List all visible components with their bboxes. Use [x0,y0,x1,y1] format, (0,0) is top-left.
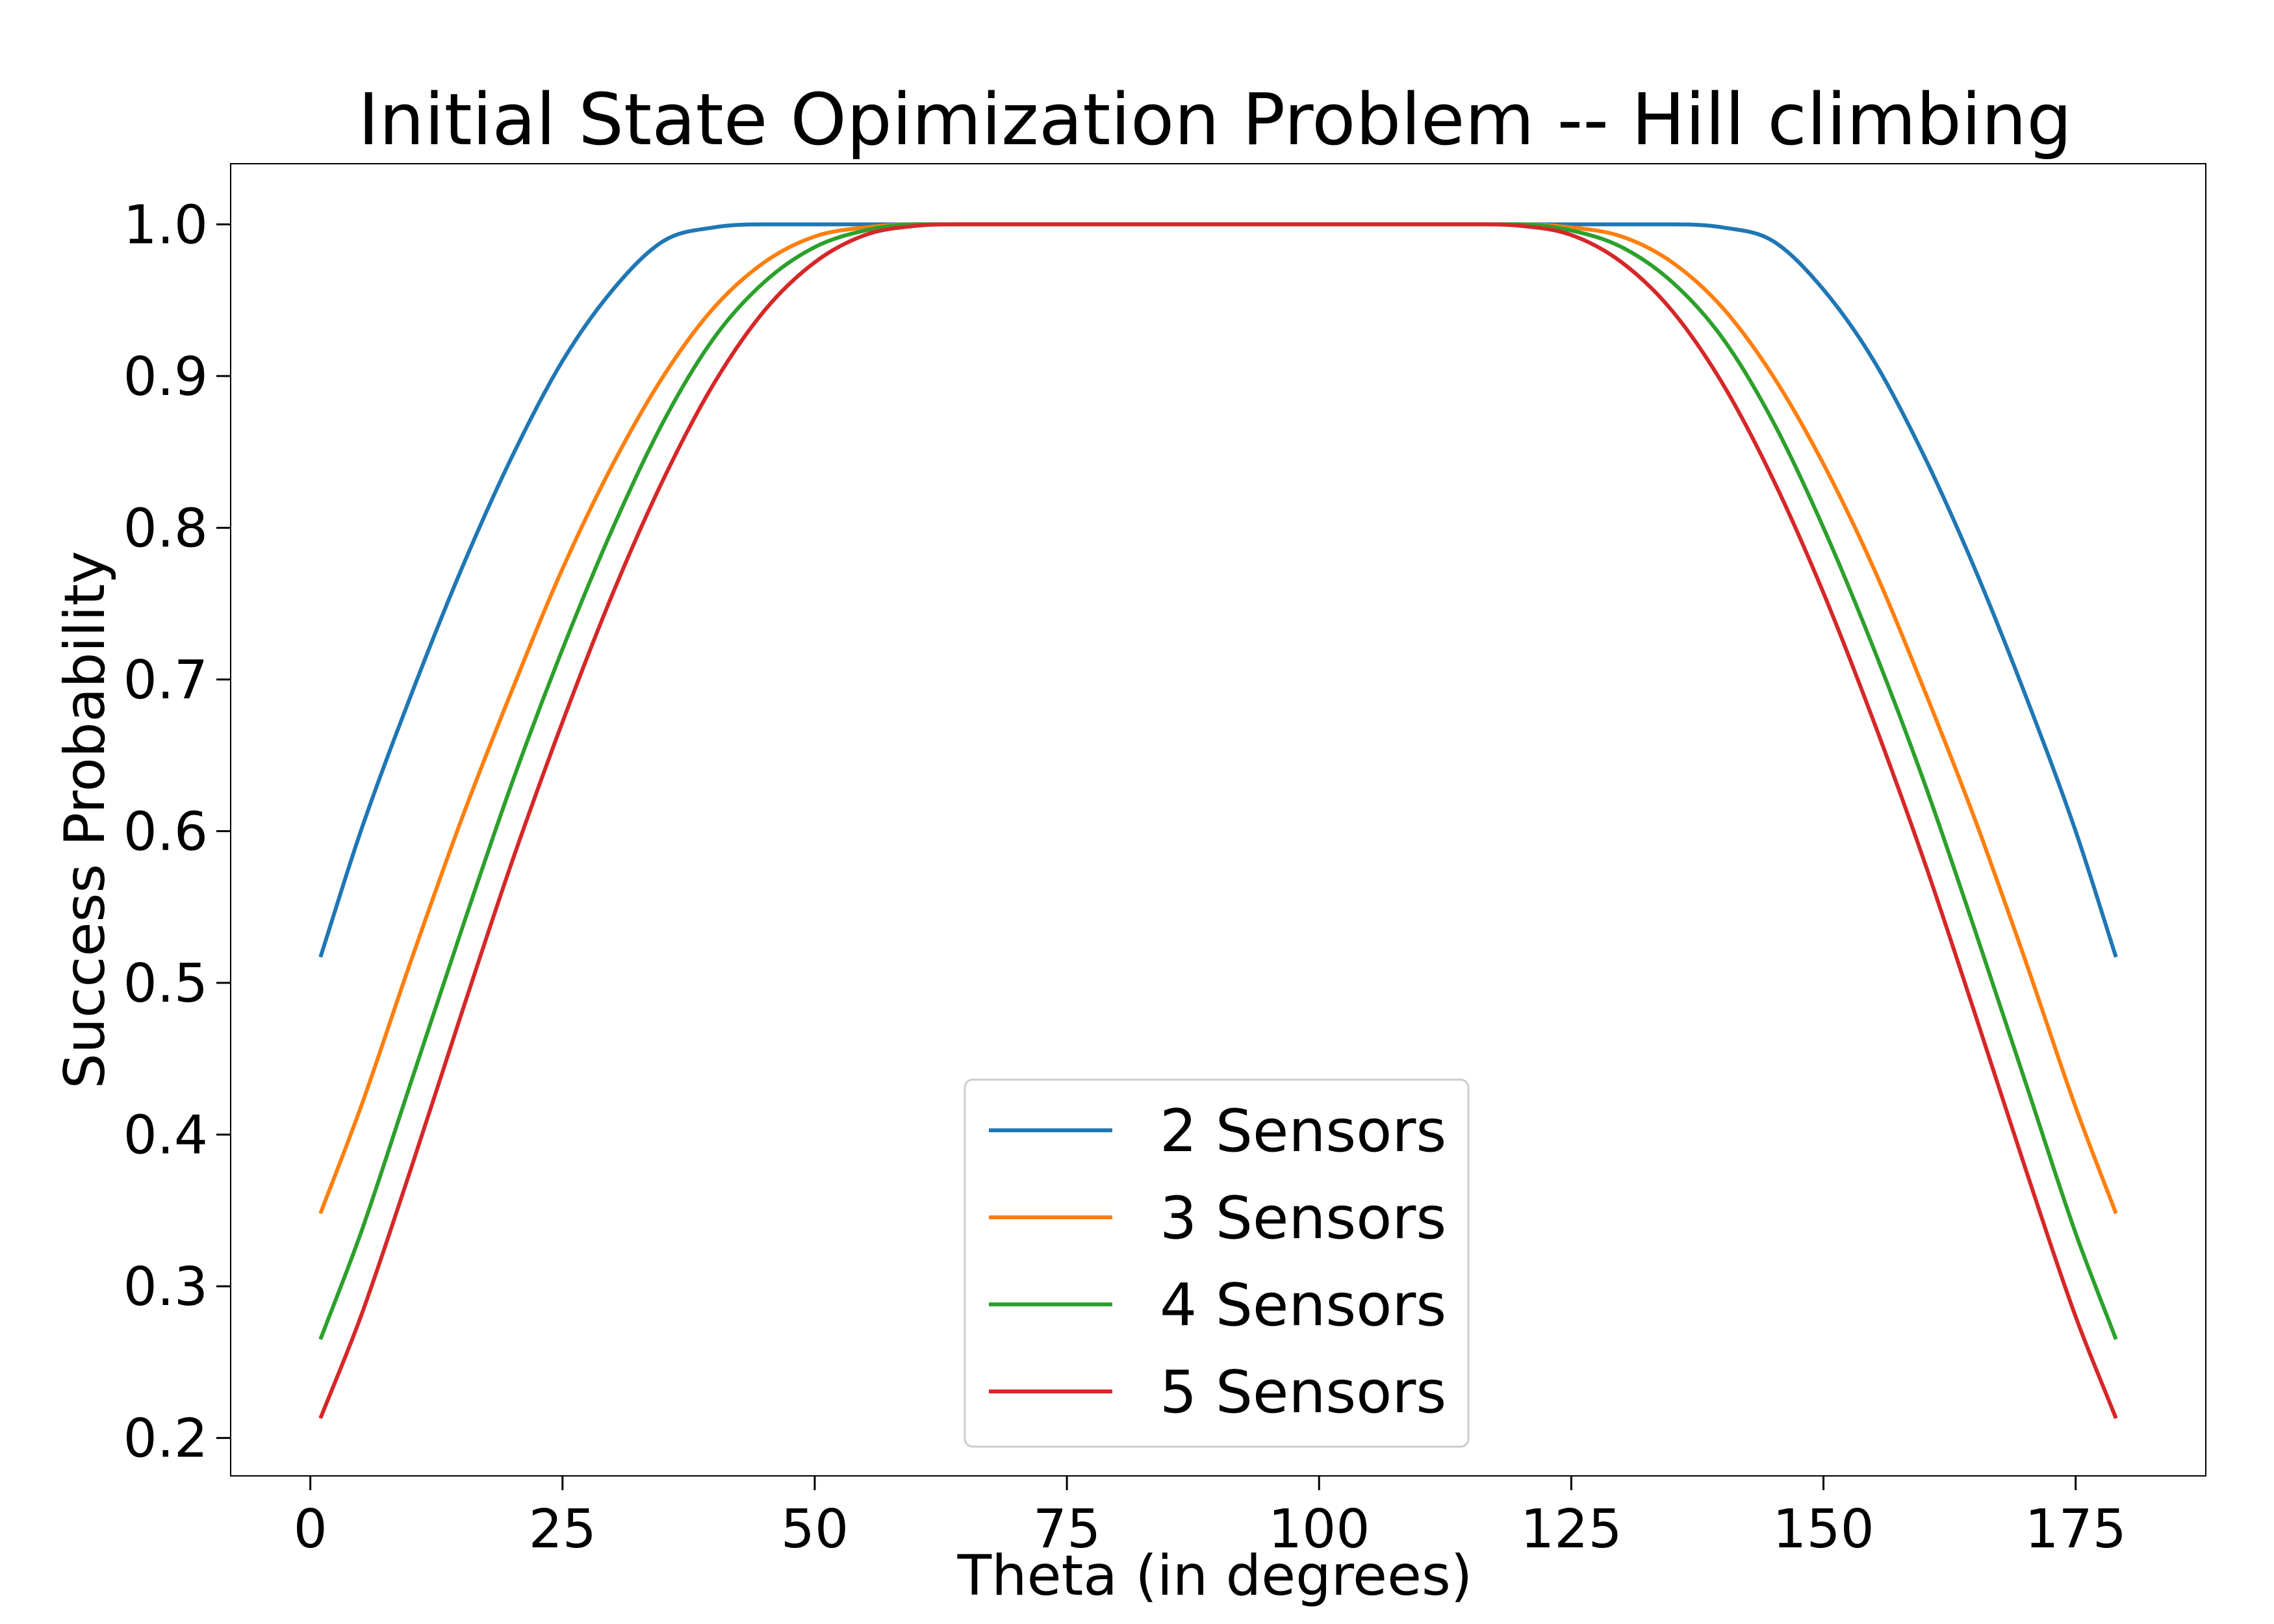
series-lines [318,222,2118,1419]
y-tick-label: 0.6 [123,802,208,863]
y-tick-label: 0.7 [123,650,208,711]
x-tick-label: 150 [1772,1499,1874,1560]
x-tick-label: 75 [1033,1499,1101,1560]
y-tick-label: 0.4 [123,1105,208,1167]
legend-label-5-sensors: 5 Sensors [1160,1358,1446,1427]
legend-frame [964,1078,1470,1448]
x-tick-label: 100 [1268,1499,1370,1560]
plot-frame [230,163,2206,1477]
y-tick-label: 0.5 [123,953,208,1015]
y-tick-label: 0.2 [123,1408,208,1470]
y-axis: 0.2 0.3 0.4 0.5 0.6 0.7 0.8 0.9 1.0 [123,194,231,1470]
x-axis-label: Theta (in degrees) [957,1543,1473,1608]
legend-label-2-sensors: 2 Sensors [1160,1097,1446,1165]
legend-label-4-sensors: 4 Sensors [1160,1271,1446,1339]
plot-area [230,163,2206,1477]
x-tick-label: 25 [529,1499,596,1560]
y-tick-label: 0.3 [123,1256,208,1318]
legend: 2 Sensors 3 Sensors 4 Sensors 5 Sensors [964,1078,1470,1448]
chart-title: Initial State Opimization Problem -- Hil… [358,78,2072,161]
series-line-3-sensors [318,222,2118,1215]
x-tick-label: 125 [1520,1499,1622,1560]
x-tick-label: 50 [781,1499,849,1560]
series-line-5-sensors [318,222,2118,1419]
x-tick-label: 0 [294,1499,327,1560]
x-axis: 0 25 50 75 100 125 150 175 [294,1476,2127,1560]
series-line-2-sensors [318,222,2118,958]
legend-label-3-sensors: 3 Sensors [1160,1184,1446,1252]
y-tick-label: 0.8 [123,498,208,559]
x-tick-label: 175 [2025,1499,2127,1560]
y-axis-label: Success Probability [53,551,118,1089]
y-tick-label: 0.9 [123,346,208,408]
y-tick-label: 1.0 [123,194,208,256]
